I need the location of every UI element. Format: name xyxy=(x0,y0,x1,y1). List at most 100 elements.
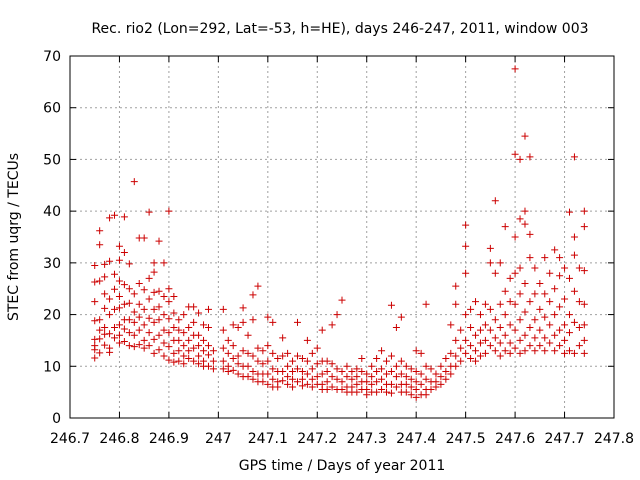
data-point xyxy=(135,341,143,349)
data-point xyxy=(106,330,114,338)
data-point xyxy=(313,373,321,381)
data-point xyxy=(289,357,297,365)
data-point xyxy=(170,358,178,366)
data-point xyxy=(135,313,143,321)
data-point xyxy=(521,347,529,355)
data-point xyxy=(180,342,188,350)
data-point xyxy=(219,365,227,373)
data-point xyxy=(412,386,420,394)
data-point xyxy=(422,391,430,399)
x-tick-label: 247.4 xyxy=(396,431,436,447)
data-point xyxy=(165,356,173,364)
data-point xyxy=(556,342,564,350)
data-point xyxy=(111,285,119,293)
data-point xyxy=(239,347,247,355)
data-point xyxy=(190,318,198,326)
data-point xyxy=(551,285,559,293)
data-point xyxy=(323,386,331,394)
data-point xyxy=(101,324,109,331)
data-point xyxy=(91,354,99,362)
data-point xyxy=(130,343,138,351)
data-point xyxy=(363,391,371,399)
data-point xyxy=(160,311,168,319)
data-point xyxy=(561,336,569,344)
data-point xyxy=(570,318,578,326)
data-point xyxy=(185,324,193,331)
data-point xyxy=(269,375,277,383)
data-point xyxy=(289,383,297,391)
data-point xyxy=(412,378,420,386)
grid-lines xyxy=(70,56,614,418)
data-point xyxy=(491,316,499,324)
data-point xyxy=(467,342,475,350)
data-point xyxy=(511,233,519,241)
data-point xyxy=(254,344,262,352)
data-point xyxy=(195,352,203,360)
data-point xyxy=(160,326,168,334)
data-point xyxy=(348,375,356,383)
data-point xyxy=(279,377,287,385)
data-point xyxy=(496,324,504,331)
data-point xyxy=(91,346,99,354)
data-point xyxy=(526,153,534,161)
data-point xyxy=(368,373,376,381)
data-point xyxy=(546,339,554,347)
data-point xyxy=(511,300,519,308)
data-point xyxy=(150,288,158,296)
data-point xyxy=(501,331,509,339)
y-tick-label: 0 xyxy=(52,411,61,427)
data-point xyxy=(155,303,163,311)
data-point xyxy=(452,282,460,290)
y-tick-label: 10 xyxy=(43,359,61,375)
data-point xyxy=(570,349,578,357)
data-point xyxy=(531,334,539,342)
data-point xyxy=(150,349,158,357)
data-point xyxy=(491,197,499,205)
data-point xyxy=(378,386,386,394)
data-point xyxy=(234,324,242,331)
data-point xyxy=(91,298,99,306)
data-point xyxy=(293,365,301,373)
y-tick-label: 40 xyxy=(43,204,61,220)
data-point xyxy=(209,365,217,373)
data-point xyxy=(556,272,564,280)
data-point xyxy=(269,365,277,373)
data-point xyxy=(115,331,123,339)
data-point xyxy=(348,367,356,375)
data-point xyxy=(580,300,588,308)
data-point xyxy=(145,274,153,282)
data-point xyxy=(318,326,326,334)
data-point xyxy=(541,347,549,355)
data-point xyxy=(101,304,109,312)
data-point xyxy=(150,268,158,276)
data-point xyxy=(96,326,104,334)
data-point xyxy=(200,336,208,344)
data-point xyxy=(289,367,297,375)
data-point xyxy=(526,342,534,350)
data-point xyxy=(96,241,104,249)
data-point xyxy=(491,347,499,355)
data-point xyxy=(432,383,440,391)
data-point xyxy=(284,373,292,381)
data-point xyxy=(274,383,282,391)
data-point xyxy=(580,321,588,329)
data-point xyxy=(427,386,435,394)
data-point xyxy=(565,329,573,337)
data-point xyxy=(511,150,519,158)
data-point xyxy=(165,298,173,306)
x-tick-label: 247.1 xyxy=(248,431,288,447)
data-point xyxy=(481,300,489,308)
data-point xyxy=(239,304,247,312)
data-point xyxy=(323,367,331,375)
data-point xyxy=(209,347,217,355)
data-point xyxy=(511,65,519,73)
data-point xyxy=(387,380,395,388)
data-point xyxy=(452,300,460,308)
data-point xyxy=(115,304,123,312)
data-point xyxy=(289,375,297,383)
data-point xyxy=(269,318,277,326)
data-point xyxy=(476,311,484,319)
data-point xyxy=(111,324,119,331)
data-point xyxy=(521,132,529,140)
